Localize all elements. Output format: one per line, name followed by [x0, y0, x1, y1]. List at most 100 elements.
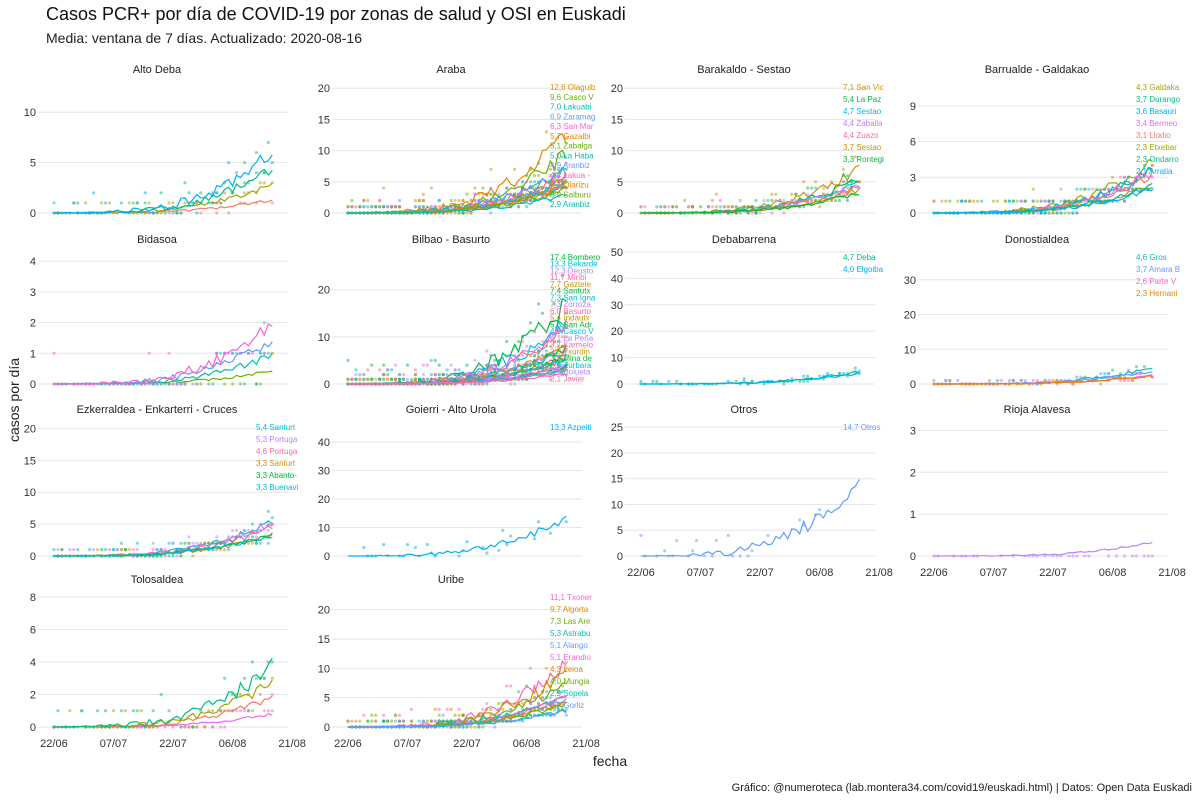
data-point: [509, 684, 513, 688]
data-point: [501, 368, 505, 372]
data-point: [413, 372, 418, 377]
data-point: [433, 358, 437, 363]
y-tick-label: 0: [617, 551, 623, 563]
data-point: [991, 199, 996, 203]
data-point: [143, 382, 147, 386]
data-point: [528, 186, 533, 190]
data-point: [489, 211, 493, 215]
data-point: [521, 354, 525, 358]
y-tick-label: 4: [30, 657, 36, 669]
data-point: [718, 198, 722, 203]
data-point: [493, 368, 497, 372]
data-point: [560, 335, 564, 339]
data-point: [536, 701, 541, 706]
data-point: [358, 377, 362, 381]
data-point: [250, 660, 255, 664]
data-point: [250, 535, 255, 539]
data-point: [250, 522, 255, 526]
x-tick-label: 21/08: [572, 738, 600, 750]
data-point: [473, 725, 477, 729]
data-point: [429, 358, 433, 363]
chart-caption: Gráfico: @numeroteca (lab.montera34.com/…: [731, 782, 1192, 794]
y-tick-label: 20: [904, 310, 916, 322]
data-point: [825, 371, 830, 376]
data-point: [1007, 199, 1011, 203]
data-point: [131, 709, 135, 713]
data-point: [544, 180, 549, 184]
data-point: [397, 377, 402, 381]
data-point: [195, 725, 199, 729]
data-point: [123, 548, 127, 552]
data-point: [207, 541, 211, 545]
data-point: [556, 349, 560, 353]
data-point: [972, 199, 976, 203]
data-point: [449, 205, 453, 209]
series-line: [53, 352, 273, 385]
data-point: [738, 554, 742, 558]
series-end-label: 2,3 Hernani: [1136, 289, 1178, 298]
data-point: [378, 205, 382, 209]
data-point: [857, 369, 861, 373]
y-tick-label: 0: [30, 551, 36, 563]
data-point: [639, 205, 643, 209]
data-point: [457, 554, 461, 558]
data-point: [386, 719, 390, 723]
data-point: [159, 211, 163, 215]
data-point: [68, 709, 72, 713]
data-point: [766, 533, 770, 537]
data-point: [437, 363, 441, 367]
data-point: [485, 363, 489, 367]
data-point: [536, 161, 541, 165]
series-end-label: 4,0 Elgoiba: [843, 265, 884, 274]
data-point: [354, 377, 358, 381]
data-point: [107, 201, 112, 205]
y-tick-label: 20: [611, 326, 623, 338]
data-point: [1103, 187, 1107, 191]
data-point: [734, 379, 738, 383]
data-point: [433, 372, 437, 377]
data-point: [675, 538, 679, 543]
data-point: [544, 354, 549, 358]
data-point: [481, 198, 485, 203]
data-point: [814, 180, 818, 184]
facet-title: Otros: [731, 404, 758, 416]
series-end-label: 5,1 Zabalga: [550, 142, 593, 151]
data-point: [362, 545, 366, 550]
data-point: [469, 719, 473, 723]
data-point: [119, 201, 124, 205]
data-point: [191, 201, 195, 205]
facet-barakaldo-sestao: Barakaldo - Sestao 0 5 10 15 20 7,1 San Vic 5,4…: [611, 64, 884, 220]
data-point: [841, 192, 845, 196]
series-end-label: 2,3 Etxebar: [1136, 143, 1177, 152]
series-line: [53, 520, 273, 557]
data-point: [362, 372, 366, 377]
data-point: [1122, 175, 1127, 179]
data-point: [242, 528, 247, 533]
data-point: [171, 554, 175, 558]
data-point: [726, 533, 730, 537]
data-point: [544, 363, 549, 367]
data-point: [238, 535, 243, 539]
data-point: [556, 707, 560, 711]
y-tick-label: 20: [611, 448, 623, 460]
series-line: [933, 541, 1153, 557]
series-end-label: 6,0 Basurto: [550, 307, 591, 316]
data-point: [798, 379, 802, 383]
data-point: [1099, 199, 1103, 203]
data-point: [386, 372, 390, 377]
data-point: [505, 198, 509, 203]
data-point: [960, 199, 964, 203]
series-end-label: 3,3 Rontegi: [843, 155, 884, 164]
data-point: [457, 707, 461, 711]
data-point: [1039, 199, 1043, 203]
data-point: [234, 171, 239, 175]
data-point: [473, 186, 477, 190]
data-point: [1031, 211, 1035, 215]
data-point: [655, 379, 659, 383]
data-point: [524, 684, 529, 688]
data-point: [521, 192, 525, 196]
data-point: [175, 548, 179, 552]
data-point: [1015, 199, 1019, 203]
data-point: [167, 709, 171, 713]
data-point: [362, 377, 366, 381]
